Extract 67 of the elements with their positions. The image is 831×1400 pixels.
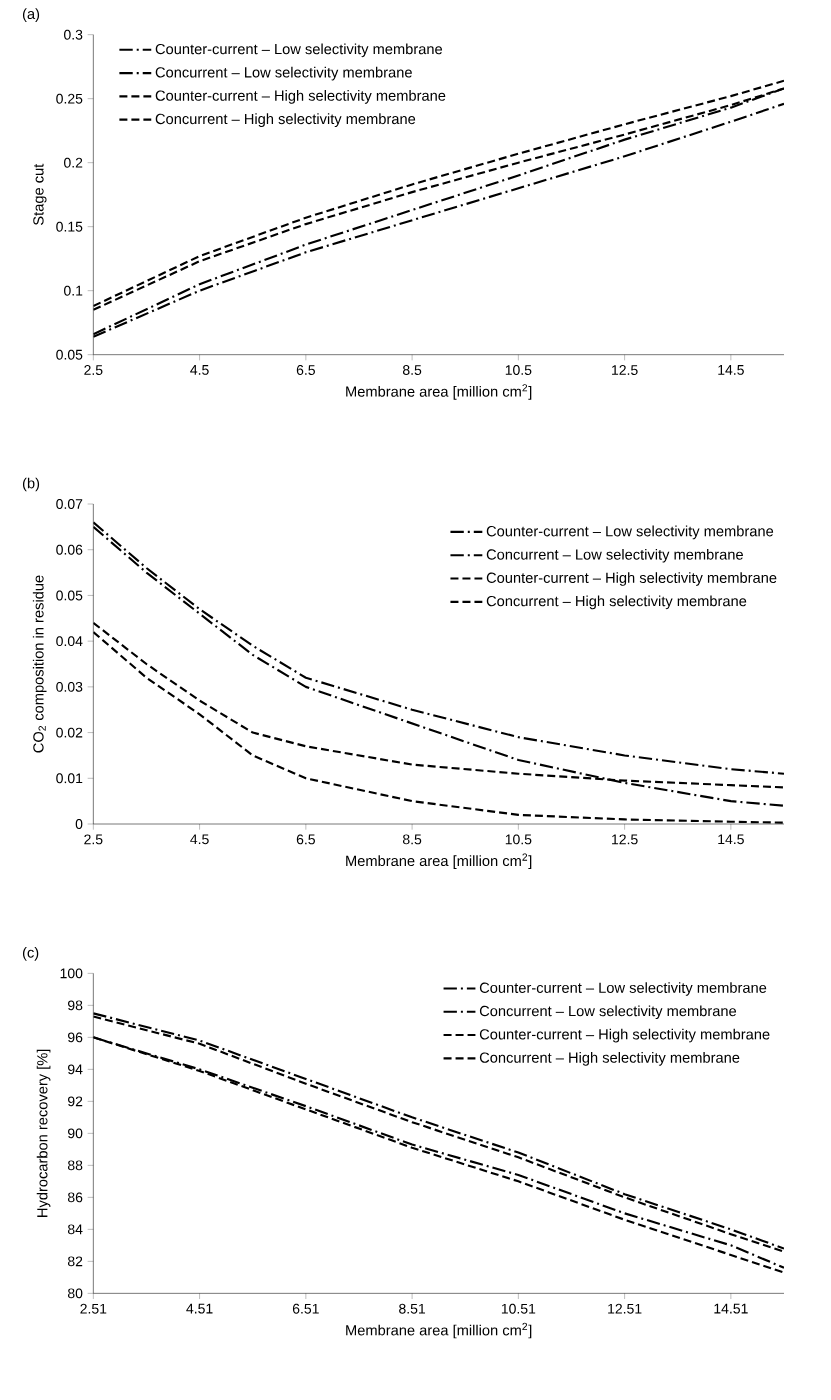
x-tick-label: 8.51 bbox=[399, 1303, 426, 1314]
x-axis-title: Membrane area [million cm$^{2}$] bbox=[346, 853, 532, 869]
x-tick-label: 14.5 bbox=[718, 834, 745, 845]
x-tick-label: 6.5 bbox=[297, 834, 316, 845]
legend-label: Counter-current – High selectivity membrane bbox=[480, 1028, 770, 1043]
x-tick-label: 14.5 bbox=[718, 365, 745, 375]
y-axis-title: Hydrocarbon recovery [%] bbox=[36, 1049, 51, 1217]
legend-label: Counter-current – Low selectivity membrane bbox=[480, 982, 767, 996]
legend-label: Concurrent – High selectivity membrane bbox=[486, 595, 747, 610]
chart-title: (a) bbox=[23, 8, 40, 22]
legend-label: Counter-current – Low selectivity membrane bbox=[486, 525, 774, 540]
y-tick-label: 0.1 bbox=[64, 285, 83, 296]
y-tick-label: 0.04 bbox=[56, 636, 83, 647]
y-tick-label: 96 bbox=[68, 1032, 83, 1043]
legend-label: Concurrent – High selectivity membrane bbox=[155, 113, 416, 128]
y-tick-label: 88 bbox=[68, 1160, 83, 1171]
x-tick-label: 2.5 bbox=[84, 834, 103, 845]
x-tick-label: 10.5 bbox=[505, 365, 532, 375]
x-tick-label: 8.5 bbox=[403, 834, 422, 845]
y-tick-label: 0.06 bbox=[56, 544, 83, 555]
y-tick-label: 86 bbox=[68, 1192, 83, 1203]
y-tick-label: 0.05 bbox=[56, 590, 83, 601]
x-tick-label: 6.5 bbox=[297, 365, 316, 375]
x-tick-label: 12.51 bbox=[608, 1303, 642, 1314]
y-tick-label: 0.03 bbox=[56, 681, 83, 692]
y-tick-label: 0.3 bbox=[64, 29, 83, 40]
x-tick-label: 10.5 bbox=[505, 834, 532, 845]
y-tick-label: 0.05 bbox=[56, 349, 83, 360]
x-tick-label: 6.51 bbox=[293, 1303, 319, 1314]
y-axis-title: Stage cut bbox=[33, 163, 47, 225]
y-tick-label: 0 bbox=[75, 819, 83, 829]
x-tick-label: 8.5 bbox=[403, 365, 422, 375]
y-tick-label: 94 bbox=[68, 1064, 83, 1075]
x-tick-label: 12.5 bbox=[612, 365, 638, 375]
x-tick-label: 10.51 bbox=[502, 1303, 536, 1314]
x-tick-label: 4.5 bbox=[190, 365, 209, 375]
y-tick-label: 0.07 bbox=[56, 499, 83, 509]
y-tick-label: 92 bbox=[68, 1096, 83, 1107]
legend-label: Concurrent – Low selectivity membrane bbox=[155, 66, 413, 81]
x-tick-label: 14.51 bbox=[714, 1303, 748, 1314]
y-tick-label: 0.02 bbox=[56, 727, 83, 738]
y-tick-label: 84 bbox=[68, 1224, 83, 1235]
chart-title: (b) bbox=[23, 477, 40, 492]
x-tick-label: 2.51 bbox=[80, 1303, 107, 1314]
x-tick-label: 4.51 bbox=[186, 1303, 213, 1314]
x-tick-label: 12.5 bbox=[612, 834, 638, 845]
legend-label: Counter-current – High selectivity membrane bbox=[486, 572, 777, 586]
x-axis-title: Membrane area [million cm$^{2}$] bbox=[346, 384, 532, 400]
y-tick-label: 0.25 bbox=[56, 93, 83, 104]
y-axis-title: CO$_{2}$ composition in residue bbox=[33, 575, 47, 753]
y-tick-label: 0.01 bbox=[56, 773, 83, 784]
y-tick-label: 98 bbox=[68, 1000, 83, 1011]
legend-label: Counter-current – High selectivity membrane bbox=[155, 90, 446, 104]
chart-title: (c) bbox=[23, 946, 39, 961]
x-tick-label: 4.5 bbox=[190, 834, 209, 845]
y-tick-label: 0.15 bbox=[56, 221, 83, 232]
legend-label: Concurrent – High selectivity membrane bbox=[480, 1052, 740, 1066]
y-tick-label: 0.2 bbox=[64, 157, 83, 168]
y-tick-label: 82 bbox=[68, 1256, 83, 1267]
x-axis-title: Membrane area [million cm$^{2}$] bbox=[346, 1322, 532, 1339]
legend-label: Concurrent – Low selectivity membrane bbox=[480, 1005, 737, 1020]
legend-label: Concurrent – Low selectivity membrane bbox=[486, 548, 744, 563]
y-tick-label: 100 bbox=[60, 968, 83, 979]
x-tick-label: 2.5 bbox=[84, 365, 103, 375]
y-tick-label: 90 bbox=[68, 1128, 83, 1139]
legend-label: Counter-current – Low selectivity membrane bbox=[155, 43, 443, 58]
y-tick-label: 80 bbox=[68, 1288, 83, 1299]
